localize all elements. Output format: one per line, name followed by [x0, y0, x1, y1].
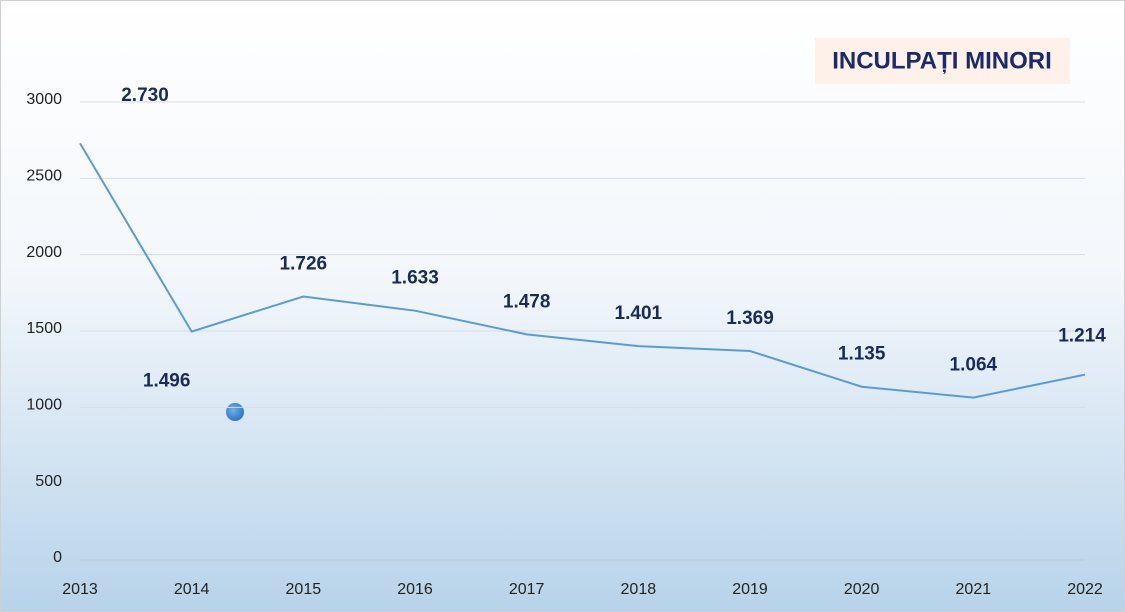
- y-tick-label: 2000: [26, 244, 62, 261]
- data-label: 1.496: [143, 371, 191, 392]
- data-label: 1.401: [615, 303, 663, 324]
- x-tick-label: 2021: [956, 581, 992, 598]
- decoration-dot: [226, 403, 244, 421]
- plot: 0 500 1000 1500 2000 2500 3000 2013 2014 2015 2016…: [26, 85, 1106, 598]
- x-tick-label: 2015: [286, 581, 322, 598]
- x-tick-label: 2014: [174, 581, 210, 598]
- data-label: 1.478: [503, 291, 551, 312]
- data-label: 1.064: [950, 355, 998, 376]
- y-tick-label: 3000: [26, 91, 62, 108]
- chart-title: INCULPAȚI MINORI: [832, 47, 1052, 74]
- y-tick-label: 2500: [26, 168, 62, 185]
- x-tick-label: 2016: [397, 581, 433, 598]
- data-label: 1.135: [838, 344, 886, 365]
- data-label: 1.633: [391, 268, 439, 289]
- data-label: 1.726: [280, 254, 328, 275]
- y-tick-label: 1000: [26, 397, 62, 414]
- y-tick-label: 1500: [26, 320, 62, 337]
- line: [79, 142, 1086, 399]
- y-tick-label: 500: [35, 473, 62, 490]
- data-label: 2.730: [121, 85, 169, 106]
- title-box: [815, 38, 1070, 84]
- data-label: 1.214: [1058, 326, 1106, 347]
- x-tick-label: 2020: [844, 581, 880, 598]
- x-tick-label: 2019: [732, 581, 768, 598]
- x-tick-label: 2017: [509, 581, 545, 598]
- x-tick-label: 2018: [621, 581, 657, 598]
- data-label: 1.369: [726, 308, 774, 329]
- y-tick-label: 0: [53, 549, 62, 566]
- x-tick-label: 2013: [62, 581, 98, 598]
- x-tick-label: 2022: [1067, 581, 1103, 598]
